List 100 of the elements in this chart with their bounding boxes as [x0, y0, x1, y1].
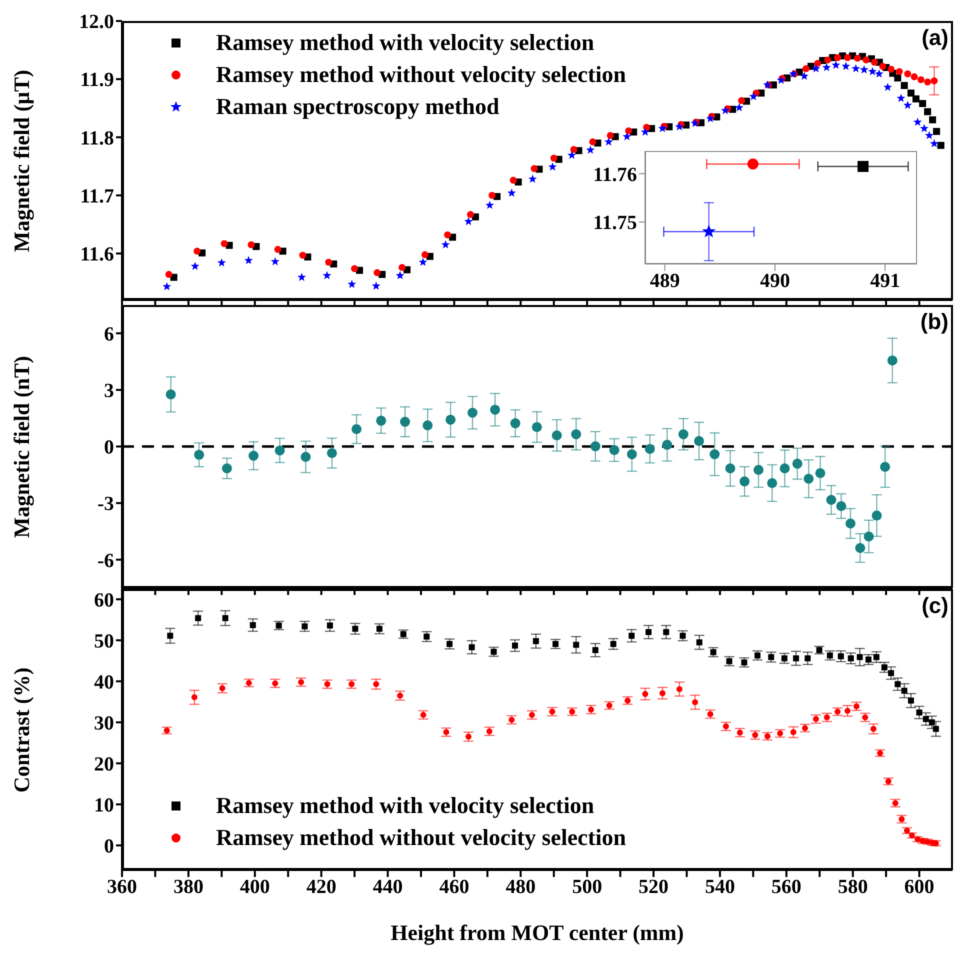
point — [466, 211, 474, 218]
point — [507, 188, 516, 197]
point — [622, 132, 632, 140]
point — [860, 65, 868, 74]
point — [908, 698, 914, 704]
point — [272, 680, 278, 686]
point — [276, 622, 282, 629]
y-tick-label: 11.75 — [593, 212, 637, 234]
point — [887, 355, 898, 366]
point — [420, 712, 426, 718]
point — [924, 130, 934, 140]
point — [900, 82, 908, 90]
point — [917, 76, 924, 84]
point — [734, 103, 744, 112]
point — [702, 224, 716, 238]
point — [624, 698, 631, 704]
point — [834, 54, 842, 62]
point — [932, 726, 939, 732]
point — [854, 54, 861, 62]
point — [933, 128, 940, 135]
annotation: (b) — [920, 309, 948, 335]
x-tick-label: 490 — [760, 270, 790, 292]
point — [903, 100, 912, 109]
y-tick-label: 0 — [104, 436, 114, 459]
point — [373, 681, 380, 688]
point — [274, 445, 285, 456]
point — [842, 62, 850, 70]
point — [888, 670, 894, 676]
y-tick-label: 11.8 — [80, 127, 114, 150]
point — [907, 90, 914, 97]
point — [919, 100, 926, 108]
point — [270, 257, 280, 266]
point — [722, 723, 729, 730]
point — [924, 108, 932, 116]
legend-label: Raman spectroscopy method — [216, 93, 500, 121]
point — [298, 679, 304, 686]
point — [274, 246, 282, 253]
point — [604, 137, 613, 146]
y-tick-label: 11.9 — [80, 69, 114, 92]
point — [569, 708, 576, 715]
point — [486, 728, 492, 734]
point — [488, 192, 496, 199]
point — [924, 78, 932, 86]
point — [646, 629, 652, 636]
point — [191, 694, 198, 700]
point — [916, 709, 922, 716]
point — [326, 448, 337, 458]
point — [877, 750, 884, 756]
point — [190, 262, 200, 270]
point — [675, 122, 684, 130]
point — [549, 708, 556, 715]
point — [864, 531, 874, 542]
point — [374, 269, 381, 276]
point — [896, 94, 906, 102]
point — [749, 92, 758, 100]
x-tick-label: 420 — [306, 876, 336, 898]
point — [528, 712, 535, 718]
point — [485, 200, 494, 209]
point — [530, 165, 538, 172]
point — [741, 659, 748, 666]
point — [736, 730, 743, 736]
point — [846, 518, 856, 528]
point — [322, 271, 332, 280]
point — [912, 95, 920, 102]
point — [826, 494, 836, 505]
point — [692, 699, 698, 706]
y-tick-label: 3 — [104, 380, 114, 402]
x-tick-label: 520 — [638, 876, 669, 898]
point — [167, 632, 174, 639]
point — [644, 444, 655, 454]
point — [468, 644, 475, 650]
point — [892, 800, 898, 806]
point — [376, 626, 382, 632]
point — [865, 656, 872, 663]
point — [707, 711, 714, 718]
legend-label: Ramsey method with velocity selection — [216, 792, 594, 820]
point — [467, 408, 478, 418]
point — [812, 64, 820, 72]
point — [844, 708, 851, 714]
x-tick-label: 380 — [173, 876, 204, 898]
point — [586, 145, 595, 154]
point — [625, 127, 632, 134]
point — [222, 463, 232, 474]
point — [195, 615, 202, 622]
point — [738, 97, 746, 104]
y-tick-label: 11.6 — [80, 244, 114, 266]
point — [465, 734, 472, 740]
point — [324, 681, 330, 688]
point — [781, 655, 788, 662]
point — [676, 686, 682, 692]
point — [898, 816, 905, 822]
y-tick-label: -6 — [97, 550, 114, 572]
point — [862, 56, 870, 64]
point — [217, 258, 226, 266]
x-tick-label: 491 — [870, 270, 900, 292]
point — [250, 622, 256, 628]
legend-label: Ramsey method without velocity selection — [216, 61, 626, 89]
y-tick-label: 11.76 — [593, 164, 637, 186]
point — [768, 654, 774, 660]
y-tick-label: 12.0 — [79, 11, 114, 34]
